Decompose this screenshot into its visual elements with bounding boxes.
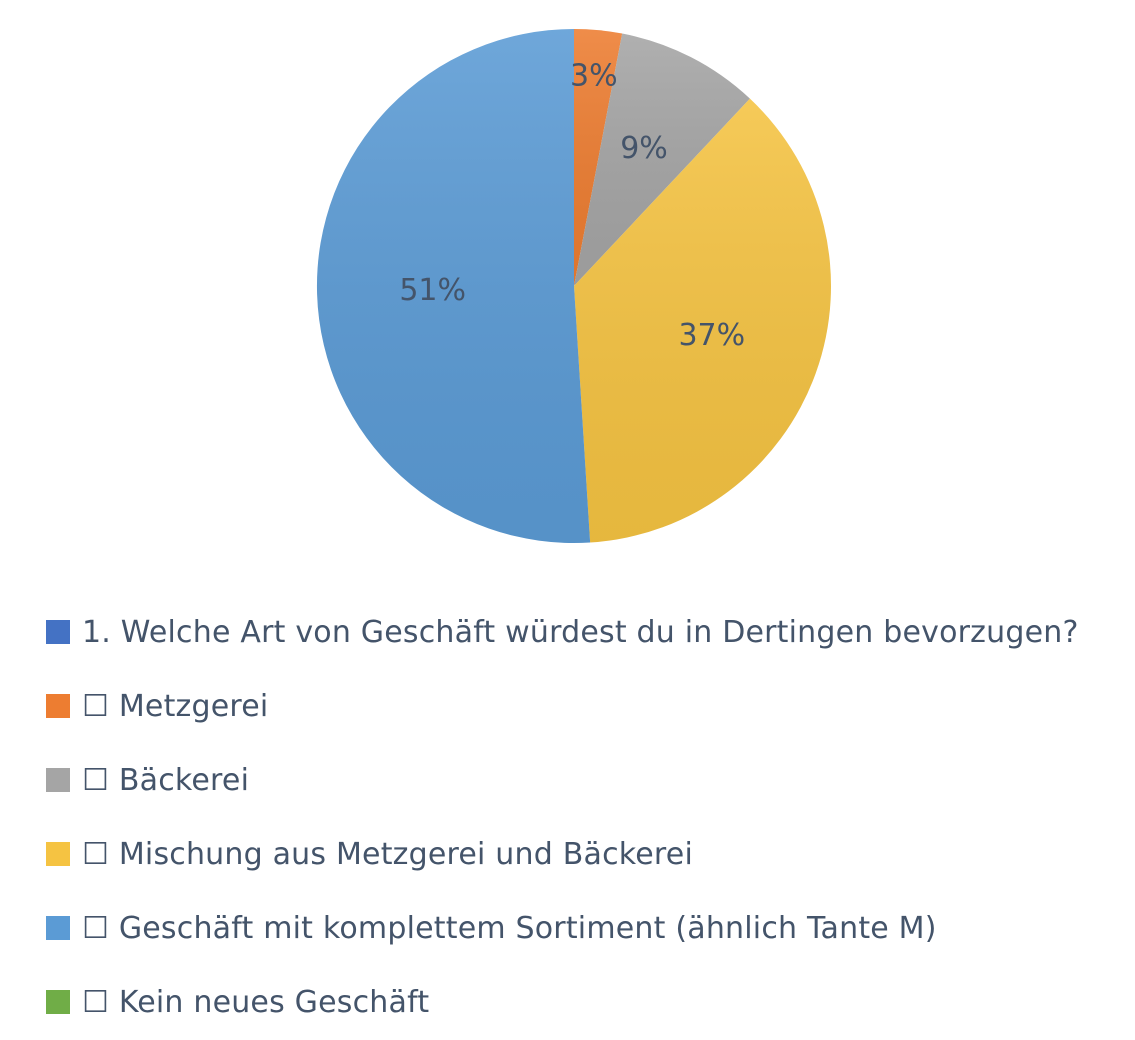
legend-label-kein-neues: ☐ Kein neues Geschäft: [82, 984, 430, 1020]
pie-chart: 3% 9% 37% 51%: [316, 28, 831, 543]
legend-label-metzgerei: ☐ Metzgerei: [82, 688, 269, 724]
legend-label-question: 1. Welche Art von Geschäft würdest du in…: [82, 614, 1079, 650]
chart-legend: 1. Welche Art von Geschäft würdest du in…: [46, 595, 1126, 1039]
legend-item-question: 1. Welche Art von Geschäft würdest du in…: [46, 595, 1126, 669]
legend-swatch-sortiment: [46, 916, 70, 940]
pie-slice-label-0: 3%: [570, 59, 618, 94]
legend-swatch-mischung: [46, 842, 70, 866]
legend-label-baeckerei: ☐ Bäckerei: [82, 762, 250, 798]
legend-swatch-baeckerei: [46, 768, 70, 792]
legend-swatch-kein-neues: [46, 990, 70, 1014]
legend-item-baeckerei: ☐ Bäckerei: [46, 743, 1126, 817]
legend-item-mischung: ☐ Mischung aus Metzgerei und Bäckerei: [46, 817, 1126, 891]
pie-slice-shade-3: [316, 28, 591, 543]
legend-item-sortiment: ☐ Geschäft mit komplettem Sortiment (ähn…: [46, 891, 1126, 965]
pie-slices: [316, 28, 831, 543]
pie-slice-label-1: 9%: [620, 131, 668, 166]
pie-slice-label-2: 37%: [678, 318, 745, 353]
legend-item-metzgerei: ☐ Metzgerei: [46, 669, 1126, 743]
legend-swatch-question: [46, 620, 70, 644]
pie-slice-shade-1: [574, 33, 750, 286]
pie-slice-shade-2: [574, 98, 831, 543]
pie-slice-label-3: 51%: [399, 273, 466, 308]
pie-slice-shade-0: [574, 29, 623, 286]
legend-item-kein-neues: ☐ Kein neues Geschäft: [46, 965, 1126, 1039]
legend-swatch-metzgerei: [46, 694, 70, 718]
pie-slice-labels: 3% 9% 37% 51%: [399, 59, 745, 353]
legend-label-sortiment: ☐ Geschäft mit komplettem Sortiment (ähn…: [82, 910, 937, 946]
legend-label-mischung: ☐ Mischung aus Metzgerei und Bäckerei: [82, 836, 694, 872]
